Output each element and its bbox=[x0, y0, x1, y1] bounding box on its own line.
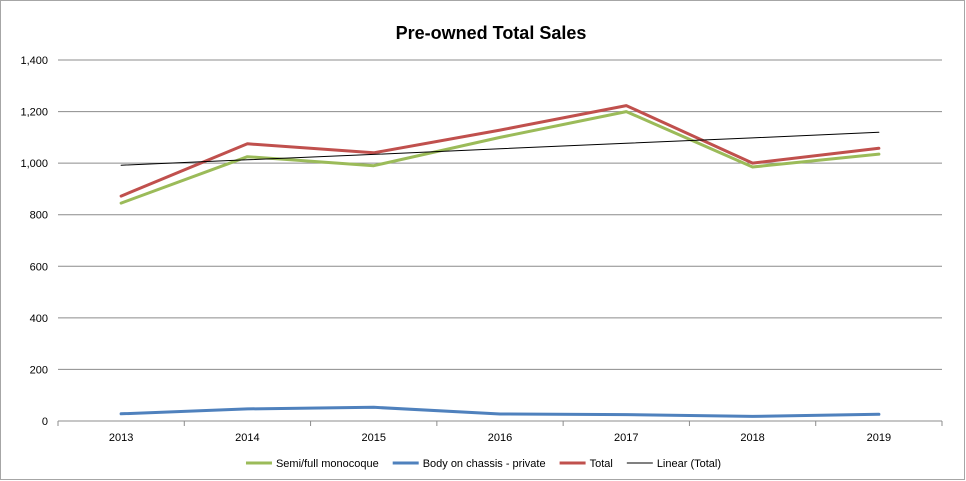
legend-item: Total bbox=[559, 458, 613, 470]
chart-title: Pre-owned Total Sales bbox=[396, 23, 587, 43]
gridlines bbox=[58, 59, 942, 370]
legend-label: Body on chassis - private bbox=[423, 458, 546, 470]
x-tick-label: 2015 bbox=[361, 432, 385, 444]
axes: 0 200 400 600 800 1,000 1,200 1,400 2013 2014 2015… bbox=[20, 55, 943, 444]
series-lines bbox=[119, 104, 881, 418]
legend-item: Semi/full monocoque bbox=[245, 458, 379, 470]
series-line-1 bbox=[119, 405, 881, 418]
x-tick-label: 2017 bbox=[614, 432, 638, 444]
x-tick-label: 2014 bbox=[235, 432, 259, 444]
series-line-3 bbox=[120, 131, 880, 166]
y-tick-label: 1,200 bbox=[20, 107, 48, 119]
y-tick-label: 200 bbox=[30, 364, 48, 376]
y-tick-label: 800 bbox=[30, 210, 48, 222]
legend-item: Body on chassis - private bbox=[392, 458, 546, 470]
series-line-0 bbox=[119, 110, 881, 205]
legend-item: Linear (Total) bbox=[626, 458, 721, 470]
legend: Semi/full monocoque Body on chassis - pri… bbox=[245, 458, 721, 470]
series-line-2 bbox=[119, 104, 881, 198]
legend-label: Total bbox=[590, 458, 613, 470]
y-tick-label: 400 bbox=[30, 313, 48, 325]
legend-label: Linear (Total) bbox=[657, 458, 721, 470]
x-tick-label: 2019 bbox=[867, 432, 891, 444]
y-tick-label: 1,400 bbox=[20, 55, 48, 67]
legend-label: Semi/full monocoque bbox=[276, 458, 379, 470]
x-tick-label: 2013 bbox=[109, 432, 133, 444]
y-tick-label: 1,000 bbox=[20, 158, 48, 170]
x-tick-label: 2018 bbox=[740, 432, 764, 444]
y-tick-label: 600 bbox=[30, 261, 48, 273]
y-tick-label: 0 bbox=[42, 416, 48, 428]
x-tick-label: 2016 bbox=[488, 432, 512, 444]
